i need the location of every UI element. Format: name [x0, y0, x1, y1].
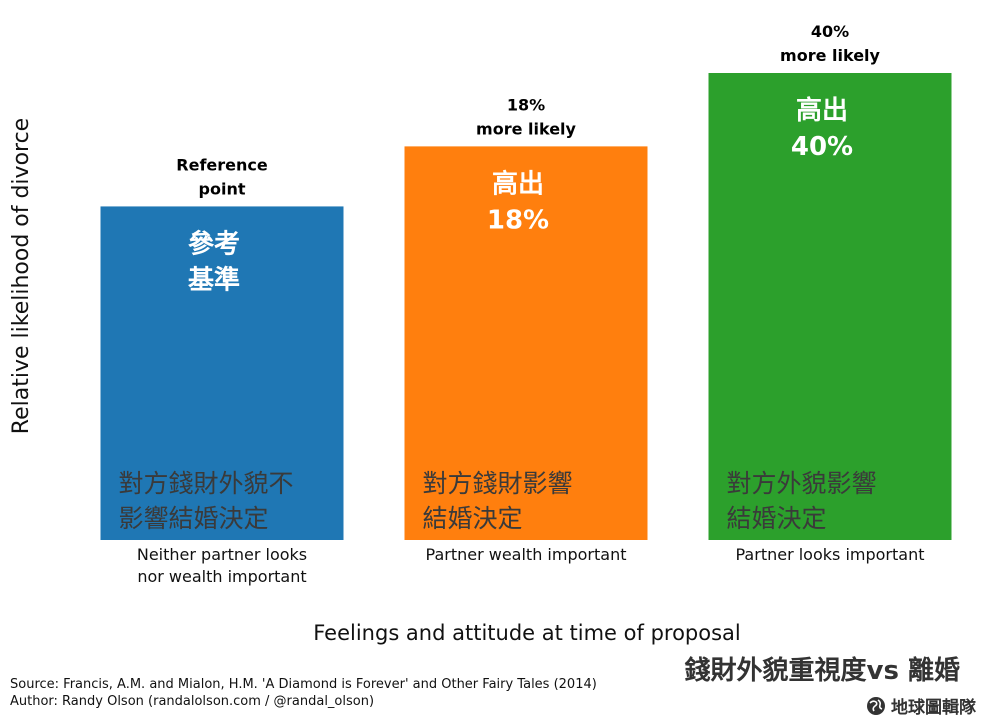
x-tick-label: Partner wealth important [426, 545, 627, 564]
bar-top-label: 18% [507, 95, 545, 114]
y-axis-label: Relative likelihood of divorce [9, 118, 34, 434]
x-tick-label: Neither partner looks [137, 545, 307, 564]
bar-inner-top-label: 參考 [188, 228, 240, 259]
brand-text: 地球圖輯隊 [891, 698, 976, 718]
x-tick-label: Partner looks important [736, 545, 925, 564]
bar-top-label: more likely [476, 119, 576, 138]
bar-top-label: point [199, 179, 246, 198]
bar-inner-bottom-label: 對方錢財外貌不 [119, 469, 294, 498]
bar-inner-bottom-label: 對方外貌影響 [727, 469, 877, 498]
chinese-title: 錢財外貌重視度vs 離婚 [684, 656, 960, 686]
bar-inner-bottom-label: 結婚決定 [423, 504, 523, 533]
bar-inner-top-label: 高出 [492, 168, 544, 199]
source-credit: Source: Francis, A.M. and Mialon, H.M. '… [10, 677, 597, 692]
bar-inner-top-label: 高出 [796, 95, 848, 126]
bar-top-label: 40% [811, 22, 849, 41]
brand-watermark: 地球圖輯隊 [866, 693, 976, 718]
bar-inner-top-label: 基準 [188, 264, 240, 295]
bar-3 [708, 73, 952, 540]
bar-inner-bottom-label: 影響結婚決定 [119, 504, 269, 533]
x-axis-label: Feelings and attitude at time of proposa… [313, 621, 741, 645]
bar-2 [404, 146, 648, 540]
bar-inner-top-label: 40% [791, 132, 853, 162]
bar-top-label: more likely [780, 46, 880, 65]
bar-top-label: Reference [176, 155, 268, 174]
x-tick-label: nor wealth important [137, 567, 306, 586]
bar-inner-top-label: 18% [487, 205, 549, 235]
bar-inner-bottom-label: 對方錢財影響 [423, 469, 573, 498]
bar-1 [100, 206, 344, 540]
globe-icon [867, 696, 885, 715]
bar-inner-bottom-label: 結婚決定 [727, 504, 827, 533]
author-credit: Author: Randy Olson (randalolson.com / @… [10, 694, 375, 709]
